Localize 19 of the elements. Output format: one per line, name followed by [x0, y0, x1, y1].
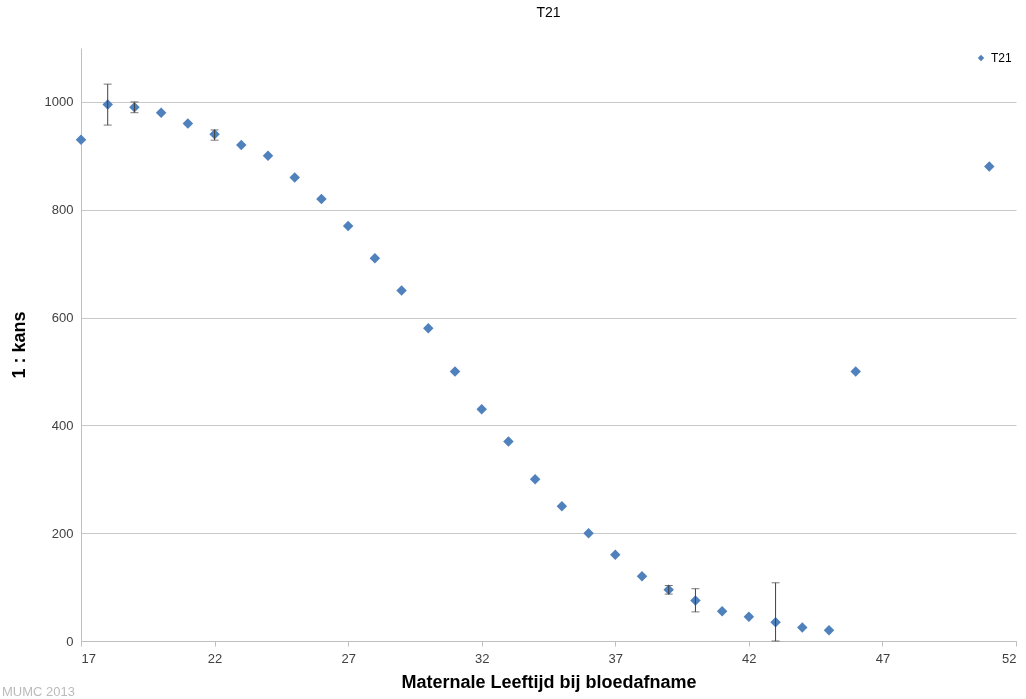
y-tick-label: 1000	[44, 94, 74, 110]
x-tick-label: 37	[608, 650, 624, 666]
x-tick-label: 17	[81, 650, 96, 666]
chart-title: T21	[536, 4, 561, 20]
legend-label: T21	[991, 51, 1012, 65]
y-tick-label: 0	[66, 633, 74, 649]
x-tick-label: 42	[742, 650, 757, 666]
text: MUMC 2013	[2, 684, 75, 699]
x-tick-label: 22	[207, 650, 223, 666]
x-tick-label: 52	[1002, 650, 1017, 666]
y-axis-title: 1 : kans	[8, 311, 29, 379]
x-axis-title: Maternale Leeftijd bij bloedafname	[401, 671, 697, 692]
y-tick-label: 200	[51, 525, 74, 541]
y-tick-label: 600	[51, 310, 74, 326]
x-tick-label: 27	[341, 650, 356, 666]
y-tick-label: 400	[51, 417, 74, 433]
y-tick-label: 800	[51, 202, 74, 218]
x-tick-label: 47	[875, 650, 891, 666]
x-tick-label: 32	[474, 650, 490, 666]
